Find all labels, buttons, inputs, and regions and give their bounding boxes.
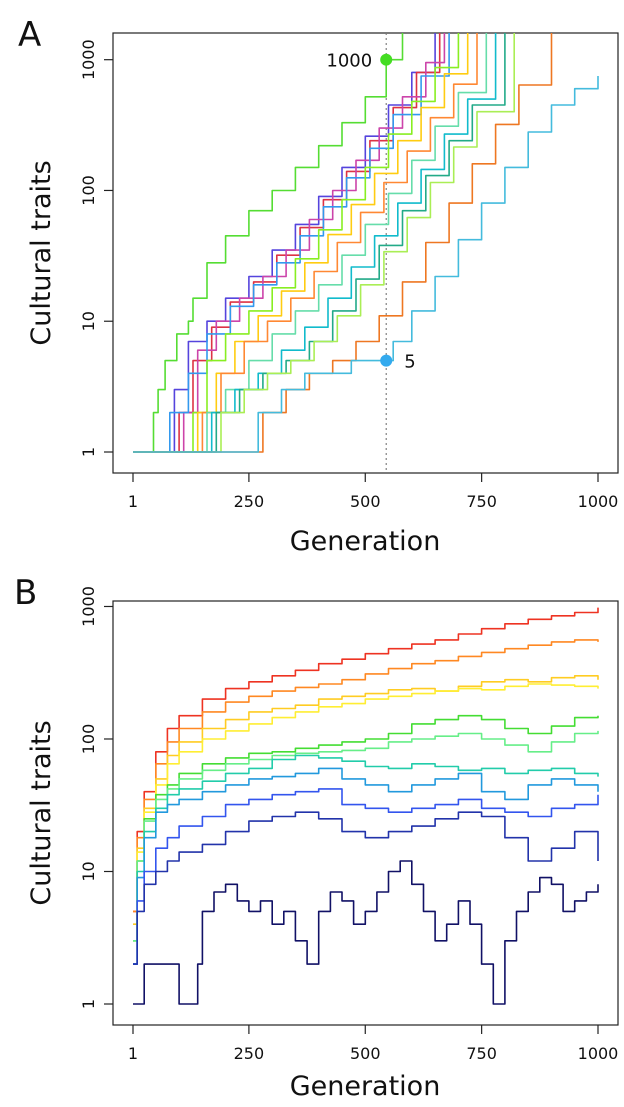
panel-a-series-line-6: [133, 33, 460, 453]
panel-b-x-tick-label: 500: [350, 1044, 381, 1063]
panel-a-y-tick-label: 1: [79, 447, 98, 457]
panel-b-x-tick-label: 250: [234, 1044, 265, 1063]
panel-a-series-line-9: [133, 33, 488, 453]
panel-b-x-axis-label: Generation: [290, 1071, 441, 1102]
panel-a-series-line-4: [133, 33, 446, 453]
panel-b-y-axis-label: Cultural traits: [26, 720, 57, 905]
panel-b: B 1 250 500 750 1000 1 10 100 1000 Generation Cu…: [14, 573, 619, 1102]
panel-a-y-tick-label: 100: [79, 175, 98, 206]
panel-a-series-line-11: [133, 33, 506, 453]
panel-b-y-tick-label: 1000: [79, 586, 98, 627]
panel-a-series-line-5: [133, 33, 450, 453]
panel-a-series-line-1: [133, 33, 404, 453]
panel-a-series-line-7: [133, 33, 469, 453]
panel-b-series-line-11: [133, 860, 599, 1005]
panel-a-y-axis-label: Cultural traits: [26, 160, 57, 345]
panel-a-letter: A: [18, 15, 41, 55]
panel-a-series-line-2: [133, 33, 436, 453]
panel-b-x-tick-label: 1: [128, 1044, 138, 1063]
panel-a-series-group: [133, 33, 599, 453]
panel-b-x-tick-label: 1000: [578, 1044, 619, 1063]
panel-b-plot-frame: [112, 600, 619, 1026]
panel-a-x-tick-label: 1000: [578, 492, 619, 511]
panel-a-annotation-marker-2: [380, 354, 393, 367]
panel-b-y-tick-label: 1: [79, 999, 98, 1009]
panel-b-x-tick-label: 750: [466, 1044, 497, 1063]
panel-b-series-line-7: [133, 754, 599, 965]
panel-b-series-line-8: [133, 767, 599, 965]
panel-b-letter: B: [14, 573, 37, 613]
panel-a-annotation-marker-1: [380, 53, 393, 66]
panel-a-y-tick-label: 10: [79, 311, 98, 331]
panel-b-series-line-10: [133, 811, 599, 965]
panel-a-x-tick-label: 250: [234, 492, 265, 511]
panel-a-series-line-12: [133, 33, 516, 453]
panel-b-series-line-4: [133, 683, 599, 942]
panel-b-y-tick-label: 10: [79, 861, 98, 881]
panel-a-series-line-14: [133, 76, 599, 453]
panel-b-series-line-6: [133, 730, 599, 942]
panel-a-x-tick-label: 750: [466, 492, 497, 511]
panel-a-ticks: 1 250 500 750 1000 1 10 100 1000: [79, 39, 618, 511]
panel-a-x-tick-label: 500: [350, 492, 381, 511]
panel-b-series-line-1: [133, 607, 599, 913]
panel-b-ticks: 1 250 500 750 1000 1 10 100 1000: [79, 586, 618, 1063]
panel-a-series-line-10: [133, 33, 497, 453]
panel-b-series-line-2: [133, 639, 599, 913]
panel-a-annotation-label-1: 1000: [326, 51, 372, 72]
panel-a-series-line-8: [133, 33, 478, 453]
panel-a-annotation-label-2: 5: [404, 352, 415, 373]
panel-b-y-tick-label: 100: [79, 724, 98, 755]
panel-a-y-tick-label: 1000: [79, 39, 98, 80]
panel-a-x-tick-label: 1: [128, 492, 138, 511]
panel-a: A 1 250 500 750 1000 1 10 100 1000 1000 5 Generat…: [18, 15, 619, 557]
panel-b-series-group: [133, 607, 599, 1005]
panel-b-series-line-9: [133, 788, 599, 965]
panel-a-x-axis-label: Generation: [290, 526, 441, 557]
panel-a-annotations: 1000 5: [326, 51, 415, 373]
